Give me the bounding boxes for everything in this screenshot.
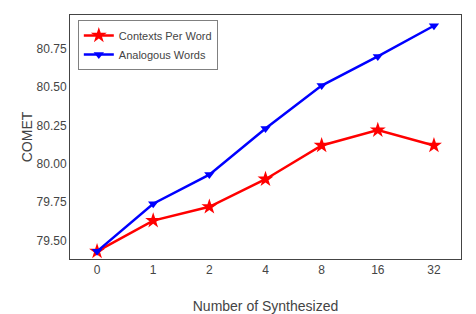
svg-text:79.75: 79.75 bbox=[37, 195, 67, 209]
svg-text:1: 1 bbox=[150, 263, 157, 277]
svg-text:8: 8 bbox=[318, 263, 325, 277]
svg-text:32: 32 bbox=[427, 263, 441, 277]
svg-text:80.75: 80.75 bbox=[37, 42, 67, 56]
svg-text:80.25: 80.25 bbox=[37, 119, 67, 133]
svg-text:80.50: 80.50 bbox=[37, 80, 67, 94]
svg-text:Number of Synthesized: Number of Synthesized bbox=[193, 298, 339, 314]
svg-text:4: 4 bbox=[262, 263, 269, 277]
svg-text:0: 0 bbox=[94, 263, 101, 277]
svg-text:COMET: COMET bbox=[19, 111, 35, 162]
svg-text:80.00: 80.00 bbox=[37, 157, 67, 171]
svg-text:Contexts Per Word: Contexts Per Word bbox=[119, 30, 212, 42]
svg-text:79.50: 79.50 bbox=[37, 234, 67, 248]
svg-text:2: 2 bbox=[206, 263, 213, 277]
svg-text:16: 16 bbox=[371, 263, 385, 277]
svg-text:Analogous Words: Analogous Words bbox=[119, 49, 206, 61]
